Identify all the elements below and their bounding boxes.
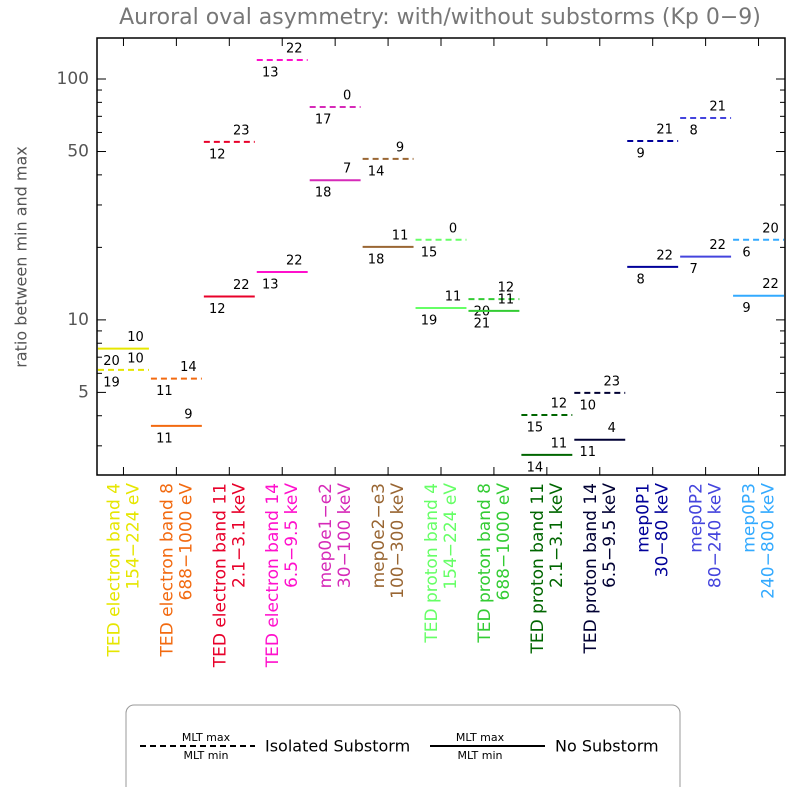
mlt-max-label: 11 bbox=[551, 436, 568, 451]
mlt-max-label: 4 bbox=[608, 421, 616, 436]
mlt-min-label: 19 bbox=[421, 314, 438, 329]
mlt-min-label: 9 bbox=[637, 146, 645, 161]
mlt-max-label: 20 bbox=[762, 221, 779, 236]
legend-frac-top: MLT max bbox=[456, 731, 505, 744]
mlt-max-label: 9 bbox=[396, 140, 404, 155]
x-tick-label: TED proton band 11 bbox=[528, 483, 548, 654]
mlt-max-label: 22 bbox=[233, 278, 250, 293]
x-tick-label: TED electron band 11 bbox=[210, 483, 230, 668]
legend-label: No Substorm bbox=[555, 737, 659, 756]
x-tick-label: TED electron band 8 bbox=[157, 483, 177, 657]
mlt-min-label: 12 bbox=[209, 147, 226, 162]
mlt-max-label: 0 bbox=[449, 221, 457, 236]
x-tick-label: mep0P1 bbox=[634, 483, 654, 553]
mlt-min-label: 18 bbox=[315, 186, 332, 201]
x-tick-label: 2.1−3.1 keV bbox=[547, 483, 567, 588]
x-tick-label: 80−240 keV bbox=[706, 483, 726, 588]
x-tick-label: 2.1−3.1 keV bbox=[229, 483, 249, 588]
mlt-max-label: 23 bbox=[603, 374, 620, 389]
mlt-max-label: 10 bbox=[127, 330, 144, 345]
mlt-min-label: 21 bbox=[474, 316, 491, 331]
mlt-min-label: 13 bbox=[262, 65, 279, 80]
x-tick-label: mep0e2−e3 bbox=[369, 483, 389, 588]
mlt-min-label: 18 bbox=[368, 252, 385, 267]
mlt-max-label: 22 bbox=[286, 254, 303, 269]
x-tick-label: 688−1000 eV bbox=[176, 483, 196, 601]
mlt-max-label: 22 bbox=[762, 277, 779, 292]
y-tick-label: 5 bbox=[78, 382, 89, 402]
x-tick-label: mep0P3 bbox=[740, 483, 760, 553]
mlt-min-label: 20 bbox=[474, 305, 491, 320]
y-tick-label: 100 bbox=[57, 69, 89, 89]
mlt-max-label: 22 bbox=[656, 248, 673, 263]
legend-box bbox=[125, 704, 681, 787]
mlt-max-label: 9 bbox=[184, 407, 192, 422]
x-tick-label: mep0e1−e2 bbox=[316, 483, 336, 588]
mlt-min-label: 6 bbox=[742, 245, 750, 260]
x-tick-label: TED electron band 4 bbox=[104, 483, 124, 657]
mlt-max-label: 14 bbox=[180, 360, 197, 375]
mlt-min-label: 13 bbox=[262, 278, 279, 293]
x-tick-label: 240−800 keV bbox=[759, 483, 779, 599]
mlt-min-label: 14 bbox=[368, 164, 385, 179]
x-tick-label: 154−224 eV bbox=[441, 483, 461, 590]
y-tick-label: 50 bbox=[67, 142, 89, 162]
x-tick-label: TED proton band 4 bbox=[422, 483, 442, 644]
mlt-min-label: 15 bbox=[421, 245, 438, 260]
mlt-max-label: 23 bbox=[233, 123, 250, 138]
mlt-max-label: 12 bbox=[551, 396, 568, 411]
mlt-min-label: 17 bbox=[315, 113, 332, 128]
mlt-max-label: 22 bbox=[286, 41, 303, 56]
legend-frac-top: MLT max bbox=[182, 731, 231, 744]
x-tick-label: 30−100 keV bbox=[335, 483, 355, 588]
mlt-min-label: 9 bbox=[742, 301, 750, 316]
mlt-min-label: 11 bbox=[579, 445, 596, 460]
legend-frac-bottom: MLT min bbox=[183, 749, 228, 762]
mlt-min-label: 10 bbox=[579, 398, 596, 413]
mlt-min-label: 8 bbox=[689, 123, 697, 138]
chart-title: Auroral oval asymmetry: with/without sub… bbox=[119, 5, 761, 30]
mlt-min-label: 14 bbox=[527, 460, 544, 475]
mlt-min-label: 8 bbox=[637, 272, 645, 287]
x-tick-label: TED proton band 8 bbox=[475, 483, 495, 644]
mlt-max-label: 21 bbox=[656, 122, 673, 137]
mlt-max-label: 21 bbox=[709, 99, 726, 114]
x-tick-label: TED electron band 14 bbox=[263, 483, 283, 668]
x-tick-label: 100−300 keV bbox=[388, 483, 408, 599]
x-tick-label: TED proton band 14 bbox=[581, 483, 601, 654]
mlt-min-label: 15 bbox=[527, 420, 544, 435]
x-tick-label: 6.5−9.5 keV bbox=[600, 483, 620, 588]
y-tick-label: 10 bbox=[67, 310, 89, 330]
x-tick-label: 6.5−9.5 keV bbox=[282, 483, 302, 588]
mlt-min-label: 11 bbox=[156, 384, 173, 399]
mlt-max-label: 10 bbox=[127, 351, 144, 366]
legend-frac-bottom: MLT min bbox=[457, 749, 502, 762]
mlt-max-label: 7 bbox=[343, 162, 351, 177]
x-tick-label: 688−1000 eV bbox=[494, 483, 514, 601]
mlt-min-label: 12 bbox=[209, 302, 226, 317]
mlt-max-label: 0 bbox=[343, 89, 351, 104]
x-tick-label: 154−224 eV bbox=[123, 483, 143, 590]
x-tick-label: mep0P2 bbox=[687, 483, 707, 553]
mlt-min-label: 11 bbox=[156, 431, 173, 446]
legend-label: Isolated Substorm bbox=[265, 737, 410, 756]
mlt-max-label: 11 bbox=[498, 292, 515, 307]
mlt-min-label: 20 bbox=[103, 354, 120, 369]
y-axis-label: ratio between min and max bbox=[12, 146, 31, 368]
mlt-max-label: 12 bbox=[498, 281, 515, 296]
mlt-min-label: 7 bbox=[689, 262, 697, 277]
mlt-max-label: 11 bbox=[445, 290, 462, 305]
x-tick-label: 30−80 keV bbox=[653, 483, 673, 578]
mlt-max-label: 22 bbox=[709, 238, 726, 253]
mlt-max-label: 11 bbox=[392, 228, 409, 243]
mlt-min-label: 19 bbox=[103, 375, 120, 390]
